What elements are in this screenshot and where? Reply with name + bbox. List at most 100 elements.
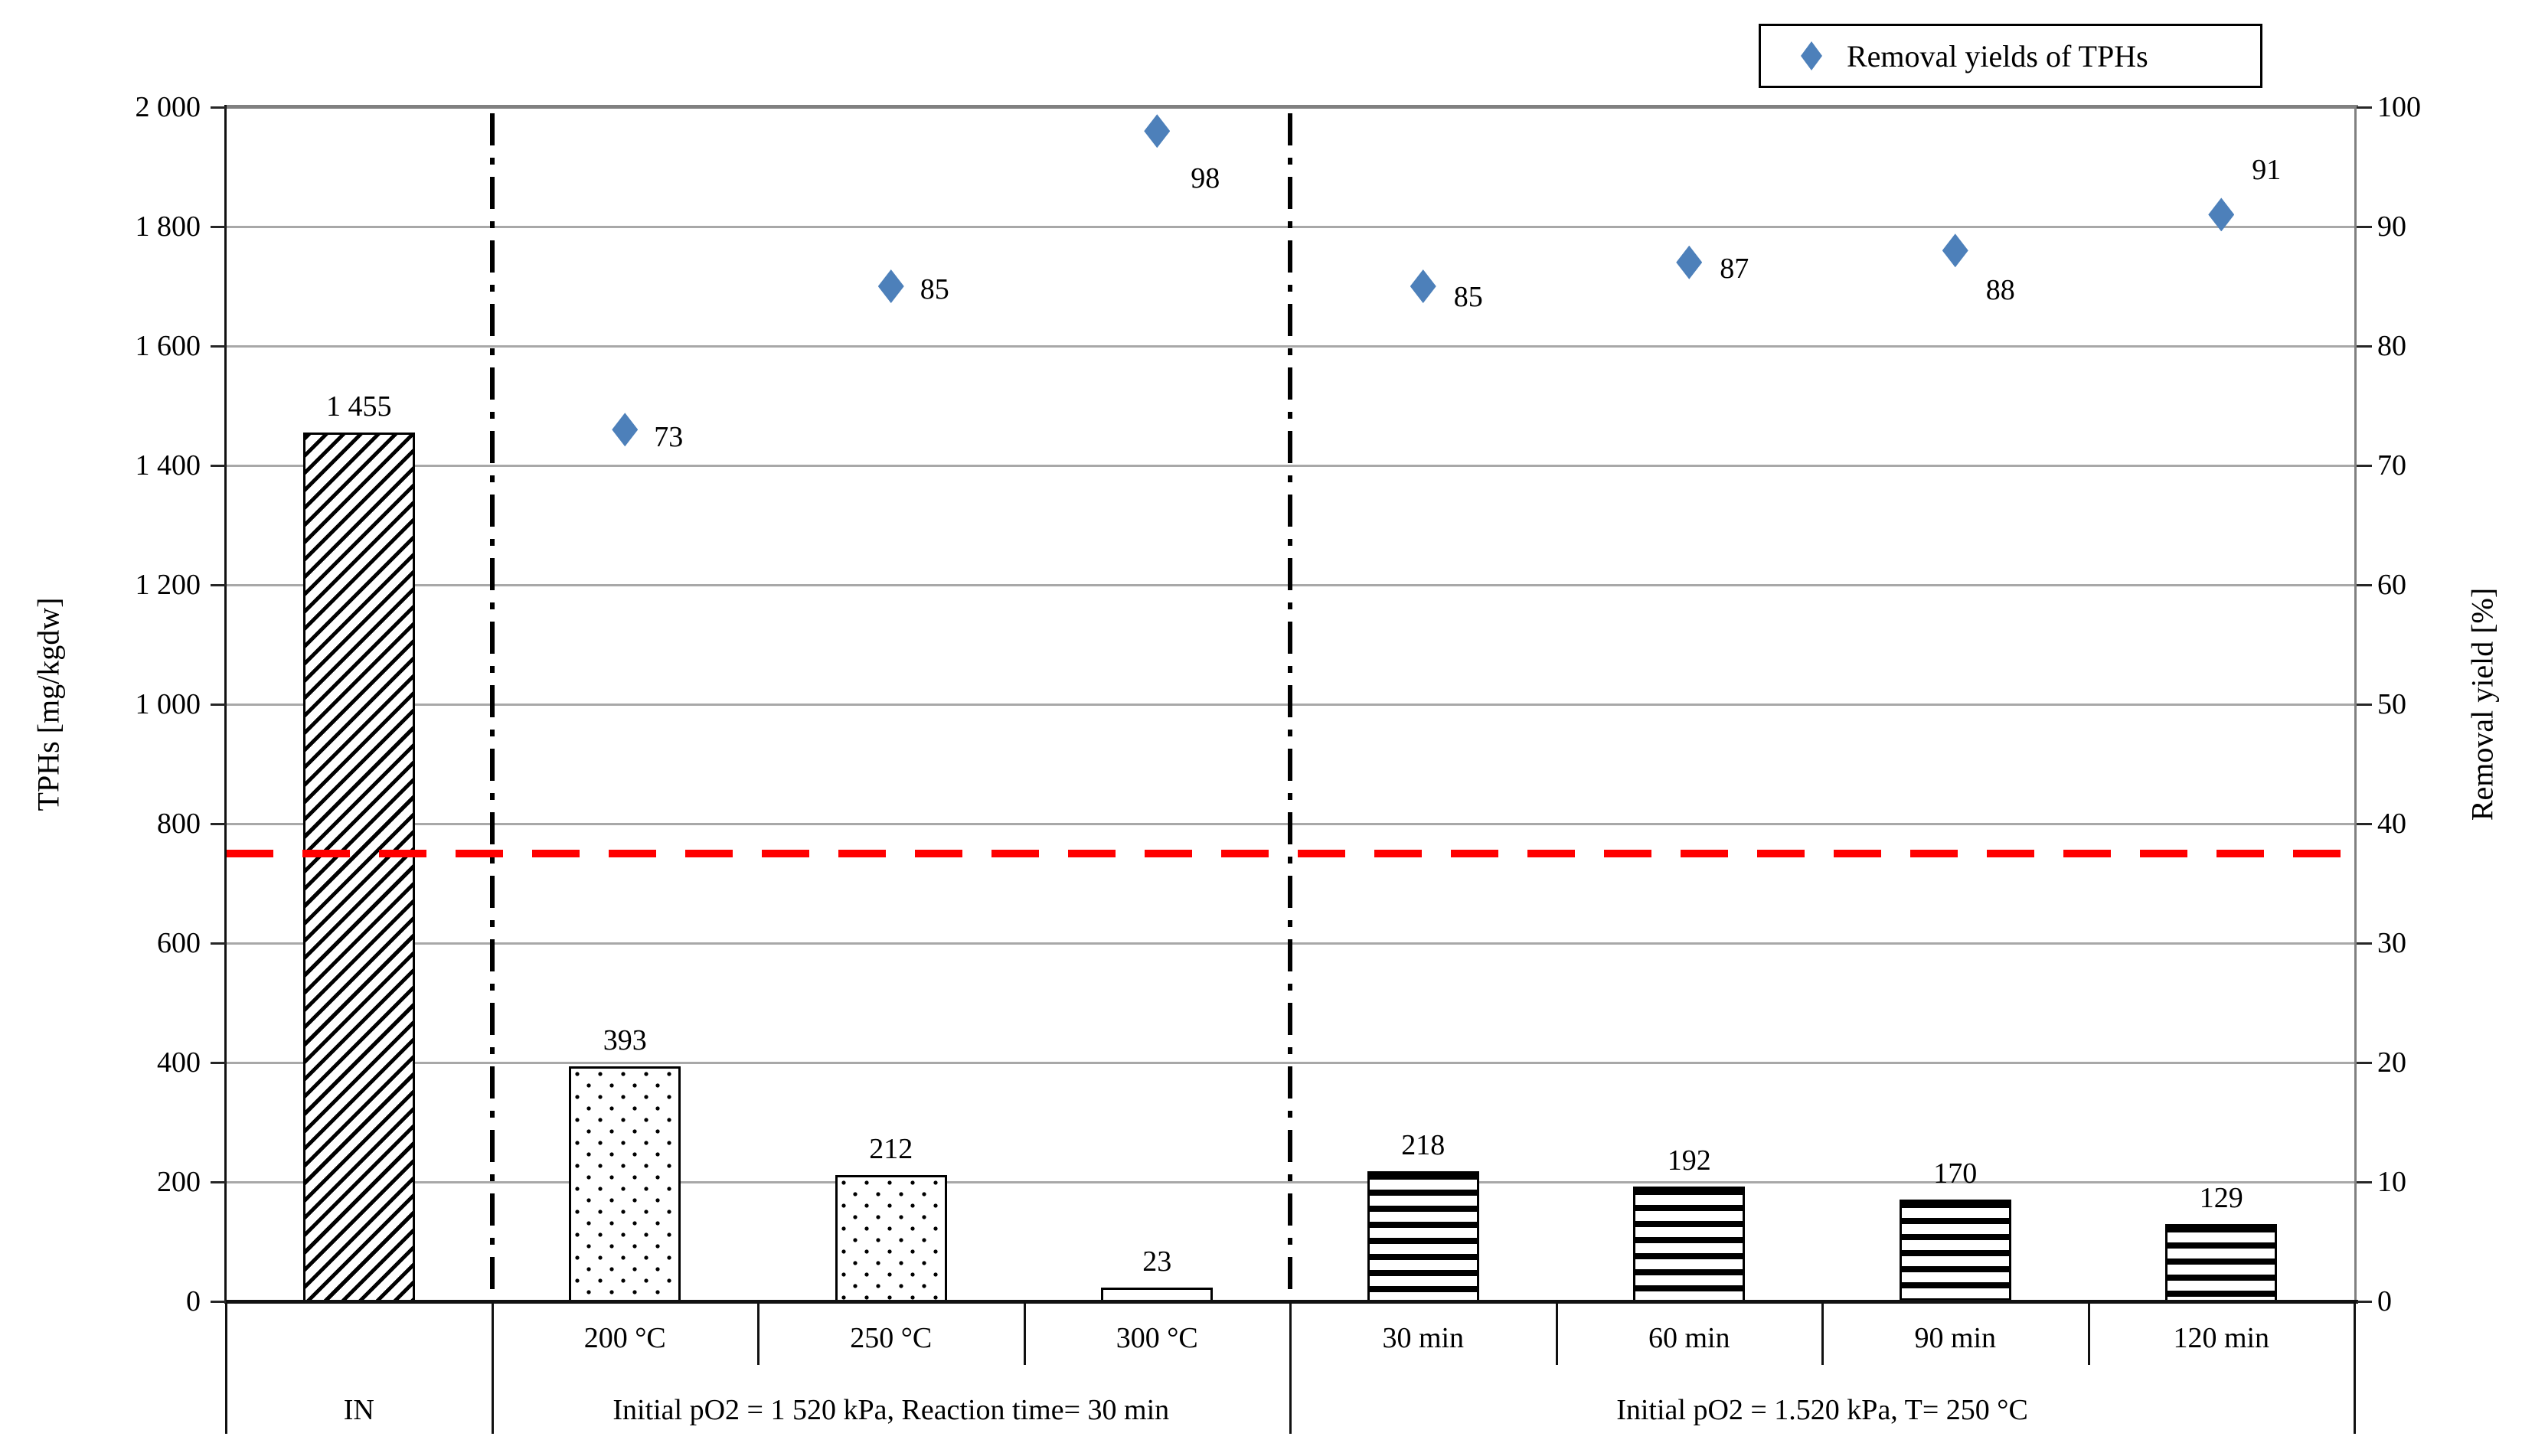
left-axis-tick xyxy=(211,1062,226,1064)
group-label: Initial pO2 = 1 520 kPa, Reaction time= … xyxy=(613,1394,1170,1426)
left-axis-tick-label: 1 000 xyxy=(135,688,201,720)
right-axis-tick-label: 70 xyxy=(2377,449,2406,482)
bar-200 °C xyxy=(569,1066,681,1303)
bar-90 min xyxy=(1899,1200,2011,1303)
left-axis-tick-label: 2 000 xyxy=(135,91,201,123)
category-label: 300 °C xyxy=(1116,1322,1198,1354)
bar-30 min xyxy=(1367,1170,1479,1303)
left-axis-line xyxy=(224,105,227,1301)
category-divider xyxy=(1023,1304,1026,1365)
legend: Removal yields of TPHs xyxy=(1759,24,2262,88)
scatter-point-label: 87 xyxy=(1720,252,1749,285)
right-axis-tick xyxy=(2357,1301,2372,1303)
category-label: 120 min xyxy=(2173,1322,2270,1354)
scatter-point-label: 88 xyxy=(1985,274,2015,307)
left-axis-tick-label: 1 600 xyxy=(135,330,201,362)
right-axis-line xyxy=(2354,107,2357,1301)
right-axis-tick xyxy=(2357,345,2372,348)
bar-value-label: 212 xyxy=(869,1132,913,1165)
group-divider xyxy=(491,1304,494,1434)
right-axis-tick-label: 0 xyxy=(2377,1285,2392,1317)
bar-value-label: 1 455 xyxy=(326,390,392,423)
right-axis-tick-label: 30 xyxy=(2377,927,2406,959)
right-axis-tick-label: 50 xyxy=(2377,688,2406,720)
left-axis-title: TPHs [mg/kgdw] xyxy=(31,597,66,811)
scatter-point-label: 85 xyxy=(920,273,949,305)
legend-diamond-icon xyxy=(1801,41,1822,70)
scatter-marker xyxy=(1942,233,1968,268)
category-divider xyxy=(1821,1304,1824,1365)
right-axis-tick xyxy=(2357,1062,2372,1064)
plot-top-border xyxy=(226,105,2358,109)
scatter-marker xyxy=(1144,114,1171,149)
left-axis-tick-label: 200 xyxy=(157,1166,201,1198)
category-label: 30 min xyxy=(1382,1322,1465,1354)
left-axis-tick xyxy=(211,1181,226,1183)
category-divider xyxy=(757,1304,760,1365)
bar-60 min xyxy=(1633,1187,1746,1303)
left-axis-tick xyxy=(211,704,226,706)
left-axis-tick-label: 600 xyxy=(157,927,201,959)
group-label: IN xyxy=(343,1394,374,1426)
left-axis-tick xyxy=(211,226,226,228)
right-axis-tick-label: 60 xyxy=(2377,569,2406,601)
category-divider xyxy=(2087,1304,2090,1365)
scatter-point-label: 85 xyxy=(1453,281,1483,313)
category-label: 60 min xyxy=(1648,1322,1730,1354)
scatter-point-label: 73 xyxy=(654,421,684,454)
right-axis-tick xyxy=(2357,106,2372,109)
bar-value-label: 218 xyxy=(1401,1128,1446,1161)
left-axis-tick xyxy=(211,345,226,348)
left-axis-tick-label: 1 200 xyxy=(135,569,201,601)
left-axis-tick xyxy=(211,1301,226,1303)
right-axis-tick xyxy=(2357,584,2372,586)
group-divider xyxy=(2354,1304,2356,1434)
right-axis-title: Removal yield [%] xyxy=(2465,587,2500,821)
left-axis-tick-label: 800 xyxy=(157,808,201,840)
category-label: 90 min xyxy=(1914,1322,1997,1354)
left-axis-tick xyxy=(211,465,226,467)
scatter-marker xyxy=(1676,245,1703,279)
right-axis-tick-label: 90 xyxy=(2377,211,2406,243)
bar-value-label: 192 xyxy=(1667,1144,1711,1177)
right-axis-tick xyxy=(2357,823,2372,825)
left-axis-tick xyxy=(211,823,226,825)
right-axis-tick xyxy=(2357,226,2372,228)
scatter-marker xyxy=(612,413,639,447)
group-label: Initial pO2 = 1.520 kPa, T= 250 °C xyxy=(1616,1394,2028,1426)
right-axis-tick-label: 40 xyxy=(2377,808,2406,840)
bar-120 min xyxy=(2165,1224,2278,1303)
left-axis-tick-label: 1 800 xyxy=(135,211,201,243)
scatter-marker xyxy=(1410,269,1436,303)
right-axis-tick xyxy=(2357,942,2372,945)
bar-value-label: 23 xyxy=(1142,1245,1172,1278)
category-label: 250 °C xyxy=(850,1322,933,1354)
left-axis-tick-label: 400 xyxy=(157,1046,201,1079)
scatter-marker xyxy=(877,269,904,303)
group-divider xyxy=(225,1304,227,1434)
scatter-point-label: 98 xyxy=(1191,162,1220,195)
right-axis-tick-label: 20 xyxy=(2377,1046,2406,1079)
left-axis-tick xyxy=(211,106,226,109)
right-axis-tick-label: 100 xyxy=(2377,91,2421,123)
x-axis-line xyxy=(224,1300,2358,1304)
right-axis-tick-label: 80 xyxy=(2377,330,2406,362)
legend-label: Removal yields of TPHs xyxy=(1847,38,2148,73)
bar-value-label: 393 xyxy=(603,1024,647,1057)
scatter-point-label: 91 xyxy=(2252,154,2282,187)
left-axis-tick-label: 0 xyxy=(186,1285,201,1317)
bar-250 °C xyxy=(835,1174,947,1303)
reference-line xyxy=(226,850,2354,857)
left-axis-tick-label: 1 400 xyxy=(135,449,201,482)
right-axis-tick xyxy=(2357,465,2372,467)
right-axis-tick xyxy=(2357,1181,2372,1183)
bar-value-label: 129 xyxy=(2199,1182,2243,1215)
category-label: 200 °C xyxy=(583,1322,666,1354)
bar-value-label: 170 xyxy=(1933,1157,1978,1190)
left-axis-tick xyxy=(211,584,226,586)
group-divider xyxy=(1289,1304,1292,1434)
group-separator-line xyxy=(489,113,495,1301)
category-divider xyxy=(1555,1304,1558,1365)
